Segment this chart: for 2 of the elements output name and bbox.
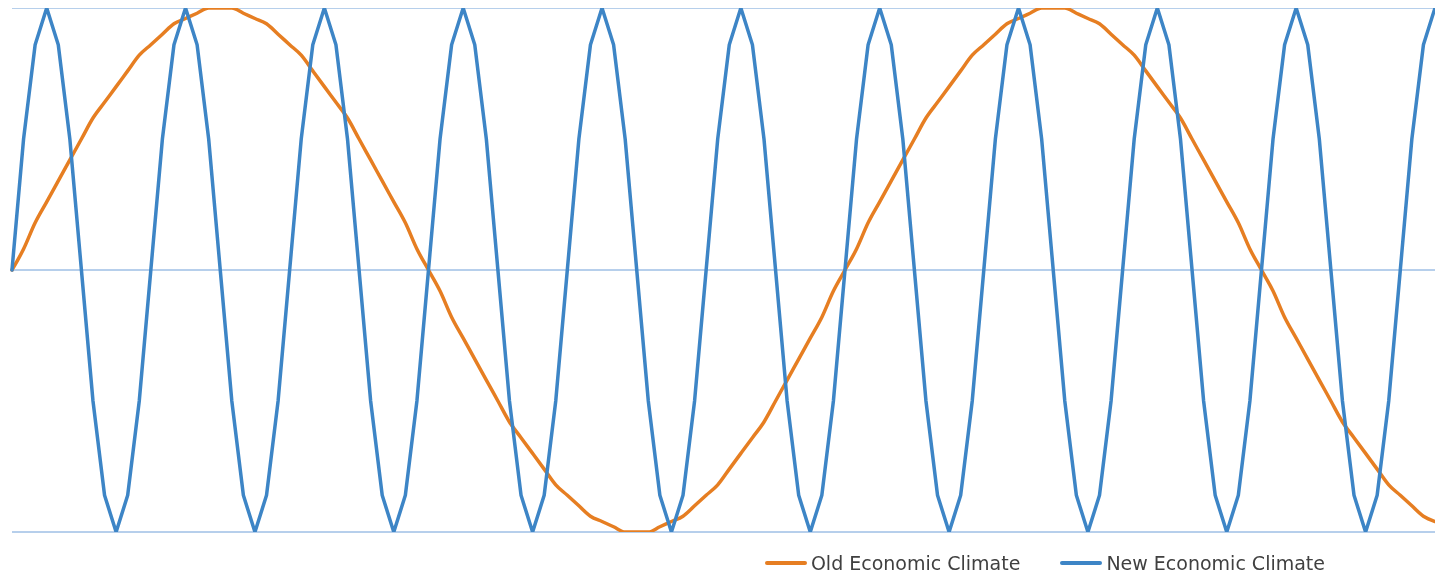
legend-label: New Economic Climate — [1106, 552, 1325, 574]
legend-label: Old Economic Climate — [810, 552, 1021, 574]
